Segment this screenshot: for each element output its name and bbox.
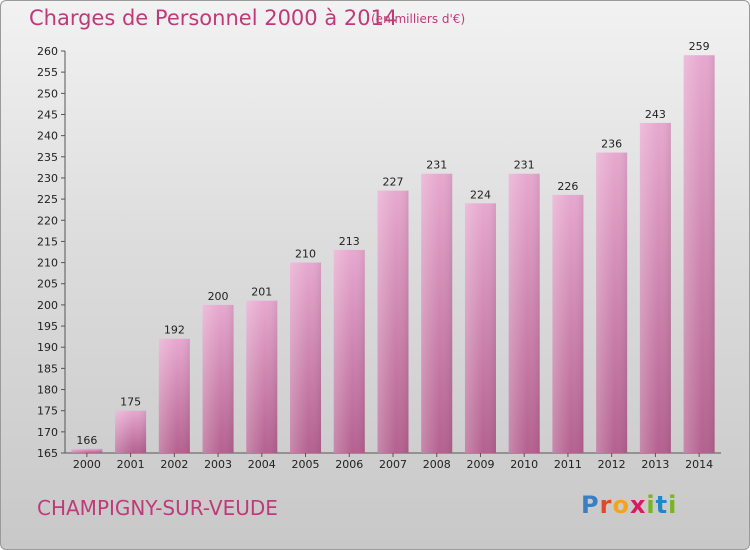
chart-labels: 166 2000 175 2001 192 2002 200 2003 201 2004 210 20… — [73, 40, 713, 471]
bar-value-label: 224 — [470, 188, 491, 201]
logo-letter: x — [629, 491, 647, 519]
bar-shine — [552, 194, 584, 453]
y-tick-label: 260 — [37, 45, 58, 58]
x-tick-label: 2002 — [160, 458, 188, 471]
bar-value-label: 166 — [76, 434, 97, 447]
x-tick-label: 2001 — [117, 458, 145, 471]
bar-value-label: 201 — [251, 286, 272, 299]
bar-shine — [202, 304, 234, 453]
y-tick-label: 195 — [37, 320, 58, 333]
y-tick-label: 200 — [37, 299, 58, 312]
bar-shine — [639, 122, 671, 454]
bar-value-label: 200 — [208, 290, 229, 303]
x-tick-label: 2012 — [598, 458, 626, 471]
bar-value-label: 236 — [601, 138, 622, 151]
y-tick-label: 165 — [37, 447, 58, 460]
x-tick-label: 2014 — [685, 458, 713, 471]
y-tick-label: 170 — [37, 426, 58, 439]
bar-shine — [508, 173, 540, 453]
y-tick-label: 220 — [37, 214, 58, 227]
logo-letter: r — [599, 491, 613, 519]
logo-letter: t — [655, 491, 669, 519]
y-tick-label: 190 — [37, 341, 58, 354]
y-tick-label: 240 — [37, 130, 58, 143]
x-tick-label: 2005 — [292, 458, 320, 471]
bar-shine — [246, 300, 278, 453]
y-tick-label: 230 — [37, 172, 58, 185]
bar-value-label: 192 — [164, 324, 185, 337]
y-tick-label: 235 — [37, 151, 58, 164]
y-tick-label: 180 — [37, 384, 58, 397]
y-tick-label: 250 — [37, 87, 58, 100]
y-tick-label: 215 — [37, 235, 58, 248]
y-tick-label: 175 — [37, 405, 58, 418]
bar-value-label: 210 — [295, 248, 316, 261]
chart-title: Charges de Personnel 2000 à 2014 — [29, 6, 398, 30]
x-tick-label: 2013 — [641, 458, 669, 471]
bar-value-label: 259 — [689, 40, 710, 53]
bar-shine — [377, 190, 409, 454]
logo-letter: i — [646, 491, 656, 519]
x-tick-label: 2009 — [466, 458, 494, 471]
bar-shine — [333, 249, 365, 453]
logo-letter: P — [581, 491, 600, 519]
bar-shine — [683, 55, 715, 454]
bar-value-label: 231 — [426, 159, 447, 172]
bar-shine — [290, 262, 322, 453]
bar-shine — [421, 173, 453, 453]
bar-value-label: 226 — [557, 180, 578, 193]
y-tick-label: 205 — [37, 278, 58, 291]
y-tick-label: 255 — [37, 66, 58, 79]
y-tick-label: 210 — [37, 257, 58, 270]
chart-axes: 165 170 175 180 185 190 195 200 205 210 215 220 225 2… — [37, 45, 721, 460]
proxiti-logo: Proxiti — [581, 491, 677, 519]
x-tick-label: 2006 — [335, 458, 363, 471]
y-tick-label: 185 — [37, 362, 58, 375]
logo-letter: i — [668, 491, 678, 519]
chart-unit-label: (en milliers d'€) — [371, 12, 466, 26]
x-tick-label: 2000 — [73, 458, 101, 471]
chart-bars — [71, 55, 715, 454]
bar-shine — [596, 152, 628, 453]
bar-value-label: 175 — [120, 396, 141, 409]
x-tick-label: 2004 — [248, 458, 276, 471]
x-tick-label: 2011 — [554, 458, 582, 471]
x-tick-label: 2003 — [204, 458, 232, 471]
commune-name: CHAMPIGNY-SUR-VEUDE — [37, 496, 278, 520]
y-tick-label: 245 — [37, 108, 58, 121]
x-tick-label: 2010 — [510, 458, 538, 471]
bar-shine — [464, 203, 496, 453]
logo-letter: o — [612, 491, 630, 519]
bar-shine — [71, 448, 103, 453]
bar-value-label: 243 — [645, 108, 666, 121]
x-tick-label: 2008 — [423, 458, 451, 471]
bar-value-label: 231 — [514, 159, 535, 172]
bar-value-label: 227 — [383, 176, 404, 189]
x-tick-label: 2007 — [379, 458, 407, 471]
y-tick-label: 225 — [37, 193, 58, 206]
bar-shine — [115, 410, 147, 453]
bar-shine — [158, 338, 190, 453]
bar-value-label: 213 — [339, 235, 360, 248]
